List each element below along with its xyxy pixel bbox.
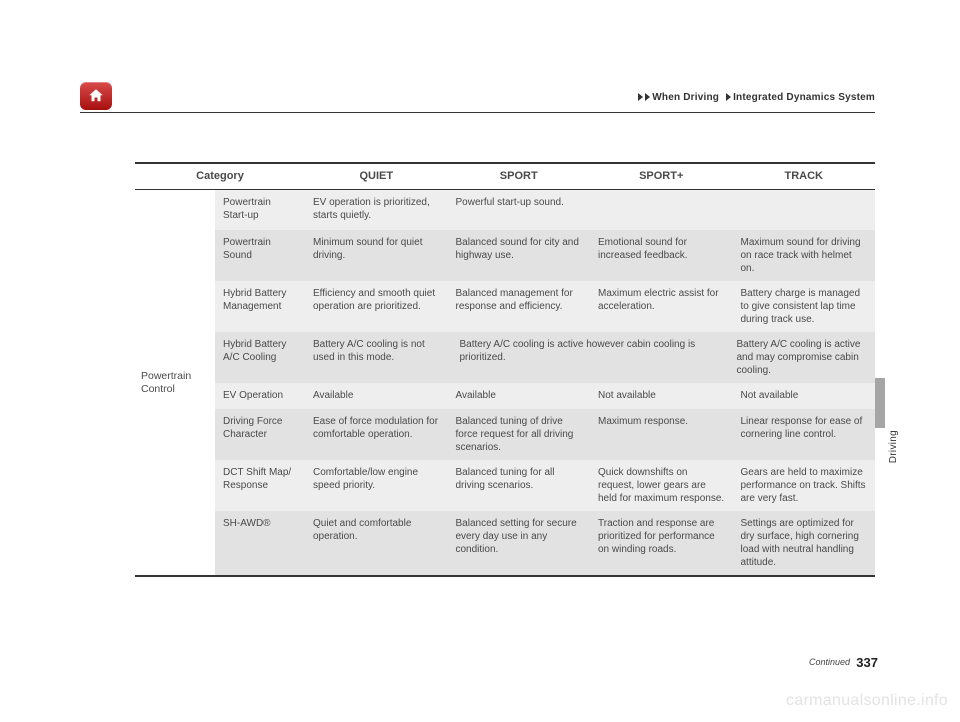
cell: Available (305, 383, 448, 409)
cell: Maximum response. (590, 409, 733, 460)
cell: Efficiency and smooth quiet operation ar… (305, 281, 448, 332)
table-body: Powertrain Control Powertrain Start-up E… (135, 190, 875, 575)
cell: Quick downshifts on request, lower gears… (590, 460, 733, 511)
table-rows: Powertrain Start-up EV operation is prio… (215, 190, 875, 575)
triangle-icon (726, 93, 731, 101)
cell: Emotional sound for increased feedback. (590, 230, 733, 281)
modes-table: Category QUIET SPORT SPORT+ TRACK Powert… (135, 162, 875, 577)
breadcrumb: When Driving Integrated Dynamics System (638, 92, 875, 103)
cell: Balanced management for response and eff… (448, 281, 591, 332)
table-header-row: Category QUIET SPORT SPORT+ TRACK (135, 164, 875, 190)
cell: Maximum electric assist for acceleration… (590, 281, 733, 332)
section-tab-label: Driving (888, 430, 899, 463)
cell: Battery A/C cooling is not used in this … (305, 332, 452, 383)
watermark: carmanualsonline.info (786, 692, 948, 710)
cell: Minimum sound for quiet driving. (305, 230, 448, 281)
row-sub: Powertrain Start-up (215, 190, 305, 230)
header-mode-sportplus: SPORT+ (590, 164, 733, 189)
cell (733, 190, 876, 230)
cell: Maximum sound for driving on race track … (733, 230, 876, 281)
header-mode-sport: SPORT (448, 164, 591, 189)
table-row: Powertrain Sound Minimum sound for quiet… (215, 230, 875, 281)
home-button[interactable] (80, 82, 112, 110)
table-row: Driving Force Character Ease of force mo… (215, 409, 875, 460)
cell: Traction and response are prioritized fo… (590, 511, 733, 575)
cell-spanned: Battery A/C cooling is active however ca… (452, 332, 729, 383)
home-icon (87, 87, 105, 105)
table-row: Powertrain Start-up EV operation is prio… (215, 190, 875, 230)
table-row: Hybrid Battery A/C Cooling Battery A/C c… (215, 332, 875, 383)
table-row: SH-AWD® Quiet and comfortable operation.… (215, 511, 875, 575)
row-sub: DCT Shift Map/ Response (215, 460, 305, 511)
header-mode-quiet: QUIET (305, 164, 448, 189)
cell: Settings are optimized for dry surface, … (733, 511, 876, 575)
cell: Balanced setting for secure every day us… (448, 511, 591, 575)
cell: Available (448, 383, 591, 409)
table-row: DCT Shift Map/ Response Comfortable/low … (215, 460, 875, 511)
cell: Comfortable/low engine speed priority. (305, 460, 448, 511)
row-sub: SH-AWD® (215, 511, 305, 575)
cell: Not available (590, 383, 733, 409)
cell: Linear response for ease of cornering li… (733, 409, 876, 460)
table-row: Hybrid Battery Management Efficiency and… (215, 281, 875, 332)
header-rule (80, 112, 875, 113)
cell: Balanced tuning of drive force request f… (448, 409, 591, 460)
page-number: 337 (856, 655, 878, 670)
cell: Balanced sound for city and highway use. (448, 230, 591, 281)
row-sub: Powertrain Sound (215, 230, 305, 281)
cell: Powerful start-up sound. (448, 190, 591, 230)
cell: Not available (733, 383, 876, 409)
table-row: EV Operation Available Available Not ava… (215, 383, 875, 409)
row-sub: Driving Force Character (215, 409, 305, 460)
cell: Ease of force modulation for comfortable… (305, 409, 448, 460)
cell: Battery A/C cooling is active and may co… (729, 332, 876, 383)
header-mode-track: TRACK (733, 164, 876, 189)
breadcrumb-section-1: When Driving (652, 92, 719, 103)
cell: EV operation is prioritized, starts quie… (305, 190, 448, 230)
cell: Battery charge is managed to give consis… (733, 281, 876, 332)
group-label: Powertrain Control (135, 190, 215, 575)
row-sub: Hybrid Battery A/C Cooling (215, 332, 305, 383)
triangle-icon (638, 93, 643, 101)
cell: Quiet and comfortable operation. (305, 511, 448, 575)
triangle-icon (645, 93, 650, 101)
cell (590, 190, 733, 230)
row-sub: EV Operation (215, 383, 305, 409)
breadcrumb-section-2: Integrated Dynamics System (733, 92, 875, 103)
cell: Gears are held to maximize performance o… (733, 460, 876, 511)
header-category: Category (135, 164, 305, 189)
row-sub: Hybrid Battery Management (215, 281, 305, 332)
cell: Balanced tuning for all driving scenario… (448, 460, 591, 511)
continued-label: Continued (809, 657, 850, 667)
